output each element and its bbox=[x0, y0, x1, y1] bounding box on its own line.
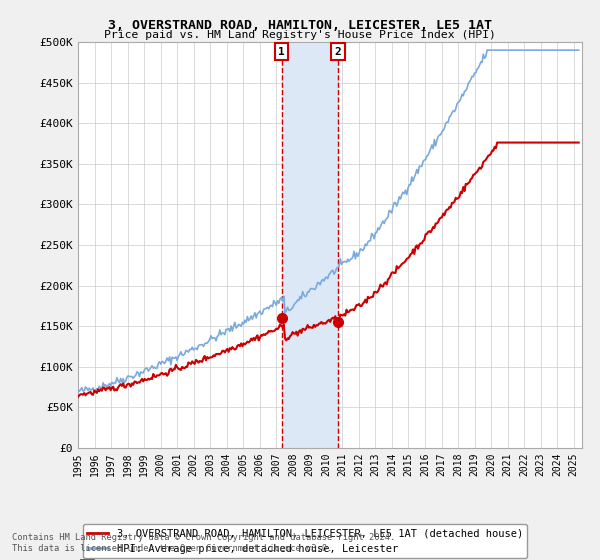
Bar bbox=[281, 42, 338, 448]
Text: Contains HM Land Registry data © Crown copyright and database right 2024.
This d: Contains HM Land Registry data © Crown c… bbox=[12, 533, 395, 553]
Legend: 3, OVERSTRAND ROAD, HAMILTON, LEICESTER, LE5 1AT (detached house), HPI: Average : 3, OVERSTRAND ROAD, HAMILTON, LEICESTER,… bbox=[83, 524, 527, 558]
Text: Price paid vs. HM Land Registry's House Price Index (HPI): Price paid vs. HM Land Registry's House … bbox=[104, 30, 496, 40]
Text: 1: 1 bbox=[278, 46, 285, 57]
Text: 2: 2 bbox=[335, 46, 341, 57]
Text: 3, OVERSTRAND ROAD, HAMILTON, LEICESTER, LE5 1AT: 3, OVERSTRAND ROAD, HAMILTON, LEICESTER,… bbox=[108, 19, 492, 32]
